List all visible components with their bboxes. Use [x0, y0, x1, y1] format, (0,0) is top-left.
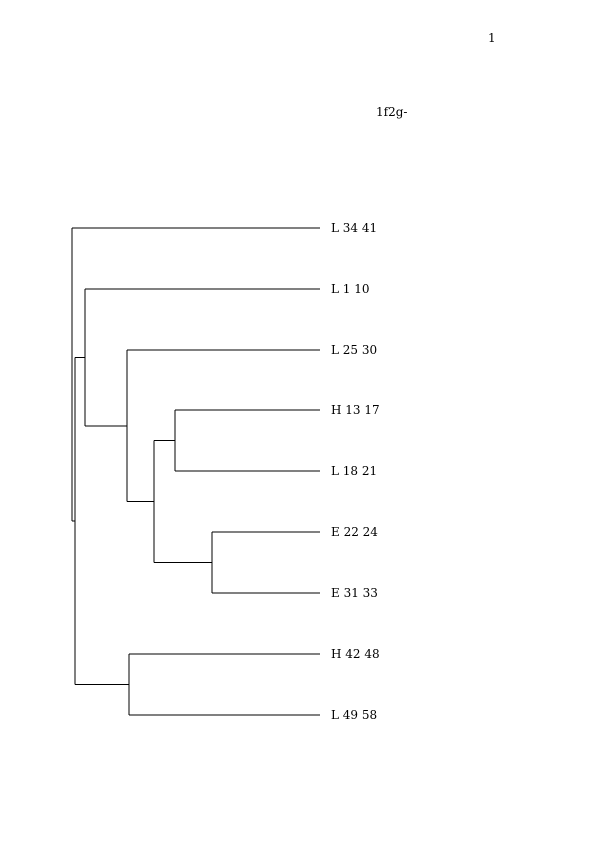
leaf-label: H 13 17 [331, 403, 380, 417]
leaf-label: L 34 41 [331, 221, 377, 235]
leaf-label: L 18 21 [331, 464, 377, 478]
leaf-label: L 25 30 [331, 343, 377, 357]
leaf-label: L 1 10 [331, 282, 370, 296]
leaf-label: H 42 48 [331, 647, 380, 661]
leaf-label: L 49 58 [331, 708, 377, 722]
dendrogram-branches [71, 227, 320, 716]
page-title: 1f2g- [376, 105, 408, 119]
dendrogram-labels: L 34 41 L 1 10 L 25 30 H 13 17 L 18 21 E… [331, 221, 380, 722]
page-number: 1 [488, 31, 496, 45]
leaf-label: E 22 24 [331, 525, 378, 539]
leaf-label: E 31 33 [331, 586, 378, 600]
